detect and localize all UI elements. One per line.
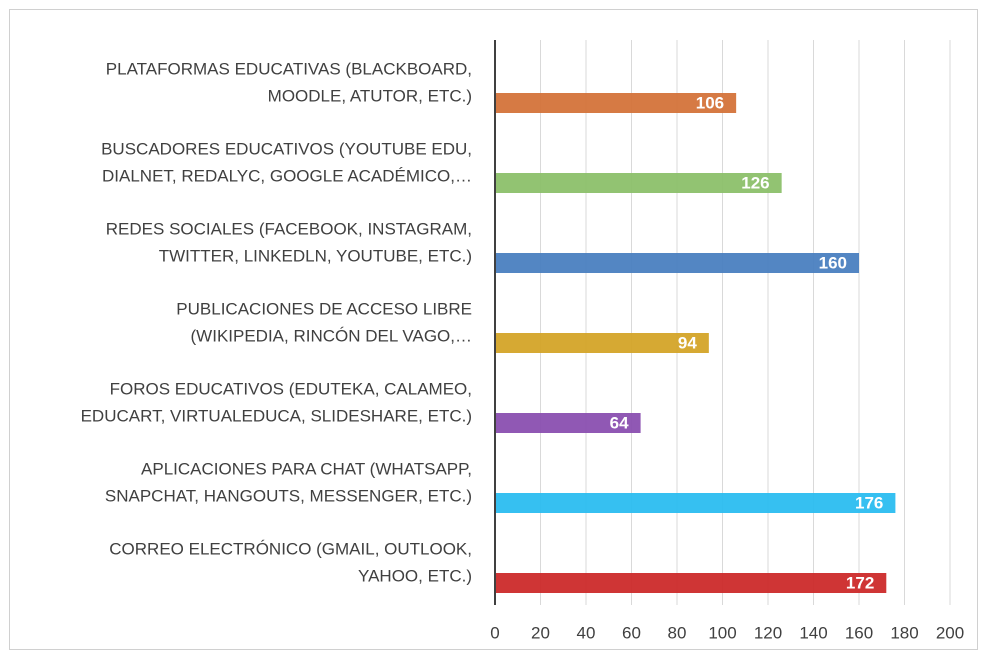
x-tick-label: 60 — [622, 623, 641, 642]
x-tick-label: 80 — [668, 623, 687, 642]
bar — [495, 333, 709, 353]
bar — [495, 93, 737, 113]
y-tick-label: (WIKIPEDIA, RINCÓN DEL VAGO,… — [191, 326, 472, 345]
x-tick-label: 160 — [845, 623, 873, 642]
y-tick-label: APLICACIONES PARA CHAT (WHATSAPP, — [141, 459, 472, 478]
y-tick-label: YAHOO, ETC.) — [358, 566, 472, 585]
bar — [495, 573, 887, 593]
y-tick-label: DIALNET, REDALYC, GOOGLE ACADÉMICO,… — [102, 166, 472, 185]
y-tick-label: TWITTER, LINKEDLN, YOUTUBE, ETC.) — [159, 246, 472, 265]
x-tick-label: 40 — [577, 623, 596, 642]
x-tick-label: 120 — [754, 623, 782, 642]
chart-frame — [9, 9, 978, 650]
bar — [495, 493, 896, 513]
data-label: 172 — [846, 573, 874, 592]
data-label: 160 — [819, 253, 847, 272]
x-tick-label: 180 — [890, 623, 918, 642]
x-tick-label: 20 — [531, 623, 550, 642]
y-tick-label: CORREO ELECTRÓNICO (GMAIL, OUTLOOK, — [109, 539, 472, 558]
y-tick-label: REDES SOCIALES (FACEBOOK, INSTAGRAM, — [106, 219, 472, 238]
x-tick-label: 200 — [936, 623, 964, 642]
y-tick-label: FOROS EDUCATIVOS (EDUTEKA, CALAMEO, — [110, 379, 472, 398]
y-tick-label: PUBLICACIONES DE ACCESO LIBRE — [176, 299, 472, 318]
bar — [495, 253, 859, 273]
y-tick-label: SNAPCHAT, HANGOUTS, MESSENGER, ETC.) — [105, 486, 472, 505]
y-tick-label: MOODLE, ATUTOR, ETC.) — [268, 86, 472, 105]
data-label: 176 — [855, 493, 883, 512]
x-tick-label: 140 — [799, 623, 827, 642]
x-tick-label: 100 — [708, 623, 736, 642]
data-label: 126 — [741, 173, 769, 192]
data-label: 64 — [610, 413, 629, 432]
y-tick-label: BUSCADORES EDUCATIVOS (YOUTUBE EDU, — [101, 139, 472, 158]
data-label: 106 — [696, 93, 724, 112]
bar — [495, 173, 782, 193]
data-label: 94 — [678, 333, 697, 352]
bar — [495, 413, 641, 433]
y-tick-label: PLATAFORMAS EDUCATIVAS (BLACKBOARD, — [106, 59, 472, 78]
y-tick-label: EDUCART, VIRTUALEDUCA, SLIDESHARE, ETC.) — [81, 406, 472, 425]
x-tick-label: 0 — [490, 623, 499, 642]
